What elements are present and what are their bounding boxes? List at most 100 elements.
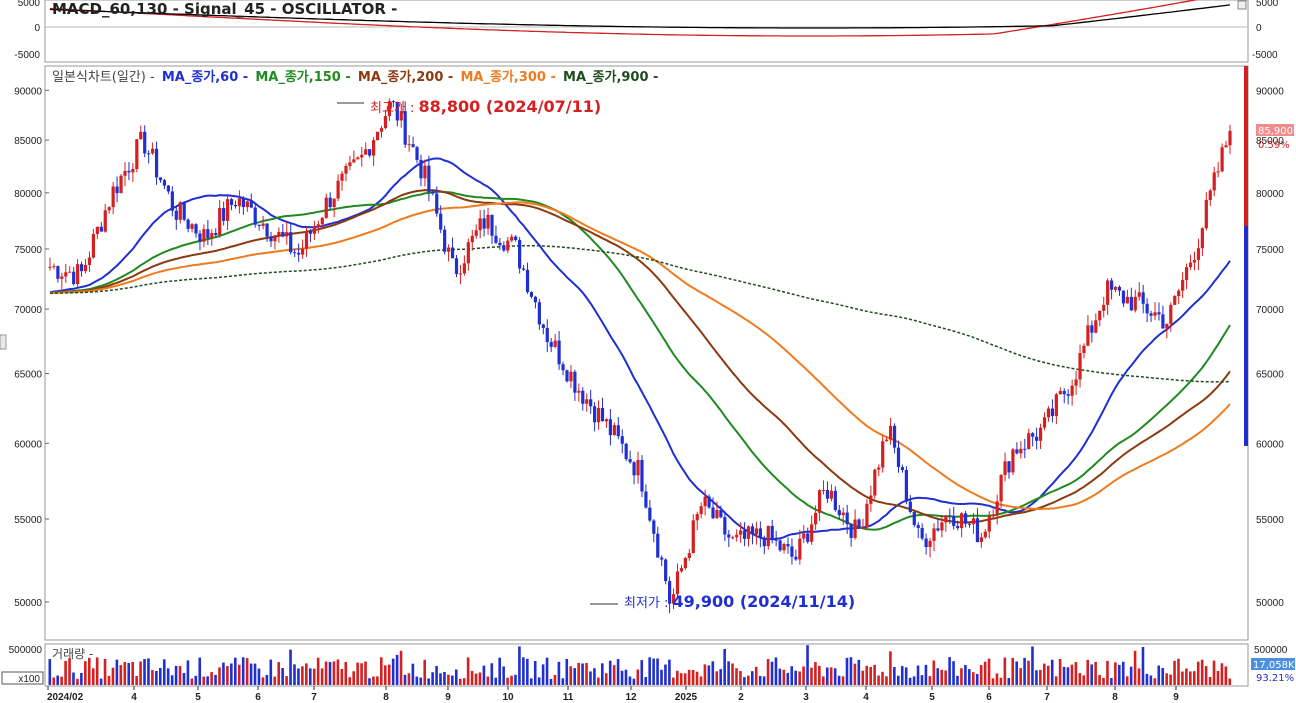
volume-bar — [1031, 646, 1034, 685]
candle — [281, 223, 285, 238]
candle — [1027, 428, 1031, 450]
candle — [833, 486, 837, 512]
volume-bar — [1149, 675, 1153, 685]
candle-body — [999, 474, 1003, 502]
candle — [478, 209, 482, 239]
candle-body — [1169, 304, 1173, 324]
price-tick-right: 55000 — [1256, 515, 1284, 526]
volume-bar — [743, 677, 746, 685]
candle — [660, 555, 664, 567]
low-value-text: 49,900 (2024/11/14) — [673, 592, 856, 611]
ma-line-4 — [49, 201, 1231, 511]
volume-bar — [1015, 661, 1018, 685]
candle-body — [253, 207, 257, 225]
candle — [83, 259, 88, 274]
candle-body — [498, 242, 502, 246]
volume-bar — [368, 678, 371, 685]
volume-bar — [127, 662, 131, 685]
volume-bar — [877, 675, 880, 685]
candle-body — [99, 226, 103, 232]
candle — [896, 440, 901, 473]
candle — [1011, 447, 1015, 476]
volume-bar — [758, 675, 762, 685]
candle — [450, 237, 455, 259]
candle-body — [1177, 290, 1181, 296]
candle — [1224, 140, 1228, 148]
x-tick-label: 2025 — [675, 692, 698, 703]
volume-bar — [419, 677, 423, 685]
volume-bar — [577, 662, 580, 685]
candle — [889, 417, 893, 445]
volume-bars — [48, 645, 1232, 685]
candle — [466, 238, 470, 271]
candle — [983, 529, 987, 539]
volume-bar — [447, 674, 450, 685]
candle — [154, 141, 159, 185]
candle — [458, 264, 463, 285]
volume-bar — [735, 668, 738, 685]
candle-body — [667, 581, 672, 604]
candle-body — [1212, 172, 1216, 191]
volume-bar — [1125, 676, 1129, 685]
candle — [340, 171, 344, 191]
volume-bar — [72, 672, 75, 685]
candle — [711, 497, 715, 520]
candle — [56, 265, 60, 283]
candle-body — [1173, 295, 1177, 305]
candle — [411, 136, 415, 148]
candle-body — [967, 523, 972, 525]
macd-expand-button[interactable] — [1237, 0, 1247, 10]
left-scroll-handle[interactable] — [0, 334, 7, 350]
last-change-text: 0.59% — [1258, 140, 1290, 151]
candle — [620, 429, 624, 454]
candle — [810, 515, 814, 545]
candle-body — [170, 191, 174, 211]
candle — [1019, 441, 1023, 459]
candle-body — [1157, 312, 1161, 315]
volume-bar — [620, 670, 624, 685]
volume-bar — [814, 662, 817, 685]
candle-body — [1023, 448, 1027, 450]
candle-body — [1035, 436, 1039, 441]
candle-body — [214, 232, 218, 236]
candle — [1204, 192, 1208, 231]
volume-bar — [818, 665, 821, 685]
right-scale-bar-blue — [1244, 226, 1248, 446]
candle-body — [636, 460, 640, 476]
volume-bar — [656, 658, 659, 685]
candle-body — [119, 175, 123, 194]
volume-bar — [462, 678, 466, 685]
candle — [454, 255, 459, 278]
candle — [754, 521, 759, 545]
candle — [332, 198, 336, 218]
candle — [514, 235, 518, 242]
volume-bar — [387, 664, 391, 685]
candle — [170, 186, 174, 217]
candle — [202, 224, 206, 248]
volume-bar — [691, 669, 695, 685]
candle-body — [1220, 147, 1224, 172]
volume-bar — [916, 665, 920, 685]
candle-body — [995, 501, 999, 515]
candle — [1113, 286, 1118, 293]
candle-body — [754, 528, 759, 535]
candle-body — [1011, 449, 1015, 473]
candle-body — [1106, 280, 1110, 305]
candle — [198, 230, 202, 251]
candle-body — [1141, 292, 1145, 304]
volume-bar — [983, 661, 987, 685]
candle-body — [948, 515, 952, 517]
candle-body — [956, 525, 960, 529]
price-tick-right: 85000 — [1256, 136, 1284, 147]
candle — [249, 193, 253, 209]
x-axis: 2024/02 4 5 6 7 8 9 10 11 12 2025 2 3 4 5 6 7 8 9 — [47, 686, 1179, 703]
candle — [147, 150, 151, 164]
volume-bar — [968, 669, 971, 685]
volume-bar — [222, 662, 225, 685]
volume-bar — [806, 645, 809, 685]
high-value-text: 88,800 (2024/07/11) — [419, 97, 602, 116]
candle-body — [222, 207, 226, 221]
volume-bar — [790, 666, 794, 685]
volume-bar — [936, 668, 940, 685]
candle-body — [502, 245, 506, 251]
